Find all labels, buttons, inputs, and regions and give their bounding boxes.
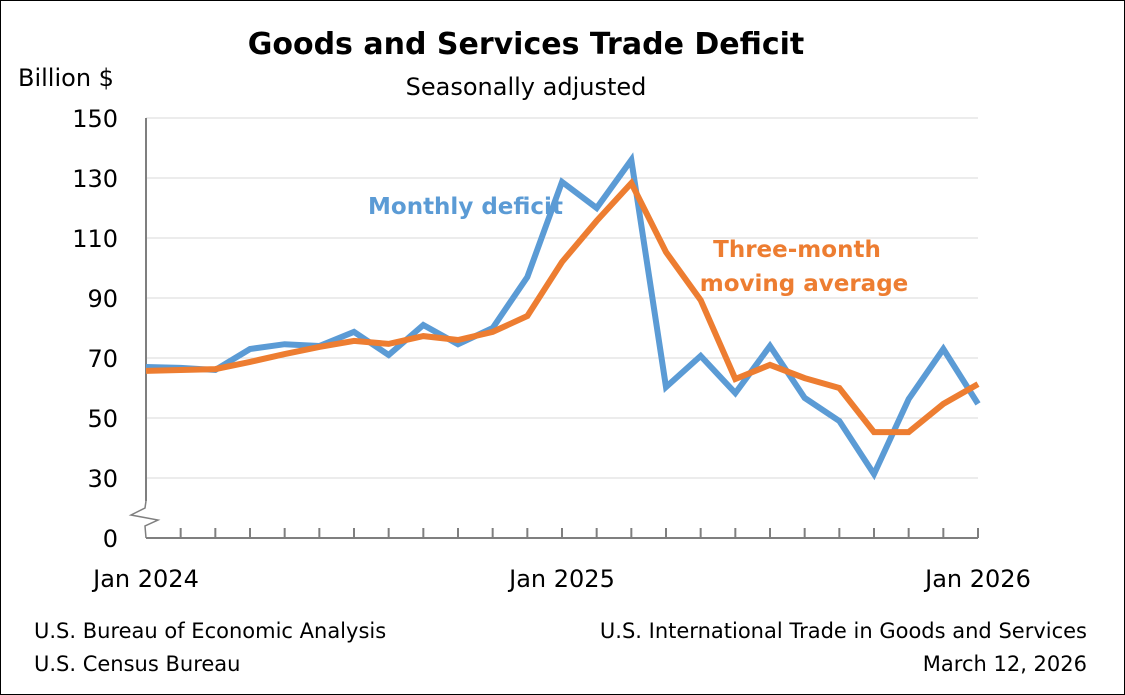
series-label-monthly: Monthly deficit (368, 194, 563, 220)
monthly-deficit-line (145, 152, 981, 481)
y-tick-label: 30 (87, 465, 118, 493)
footer-census: U.S. Census Bureau (34, 652, 240, 676)
y-tick-label: 130 (72, 165, 118, 193)
chart-title: Goods and Services Trade Deficit (248, 27, 805, 62)
footer-date: March 12, 2026 (923, 652, 1087, 676)
y-tick-label: 0 (103, 525, 118, 553)
chart-subtitle: Seasonally adjusted (406, 73, 647, 101)
axis-break-icon (128, 500, 161, 539)
y-tick-label: 150 (72, 105, 118, 133)
y-tick-label: 50 (87, 405, 118, 433)
y-tick-label: 110 (72, 225, 118, 253)
y-tick-label: 90 (87, 285, 118, 313)
x-tick-label: Jan 2025 (507, 565, 615, 593)
y-tick-label: 70 (87, 345, 118, 373)
series-label-average-line2: moving average (700, 271, 909, 297)
x-tick-label: Jan 2026 (923, 565, 1031, 593)
x-tick-label: Jan 2024 (91, 565, 199, 593)
footer-bea: U.S. Bureau of Economic Analysis (34, 619, 386, 643)
series-label-average-line1: Three-month (713, 237, 881, 263)
footer-report: U.S. International Trade in Goods and Se… (600, 619, 1087, 643)
y-axis-label: Billion $ (18, 64, 114, 92)
moving-average-line (145, 177, 980, 436)
